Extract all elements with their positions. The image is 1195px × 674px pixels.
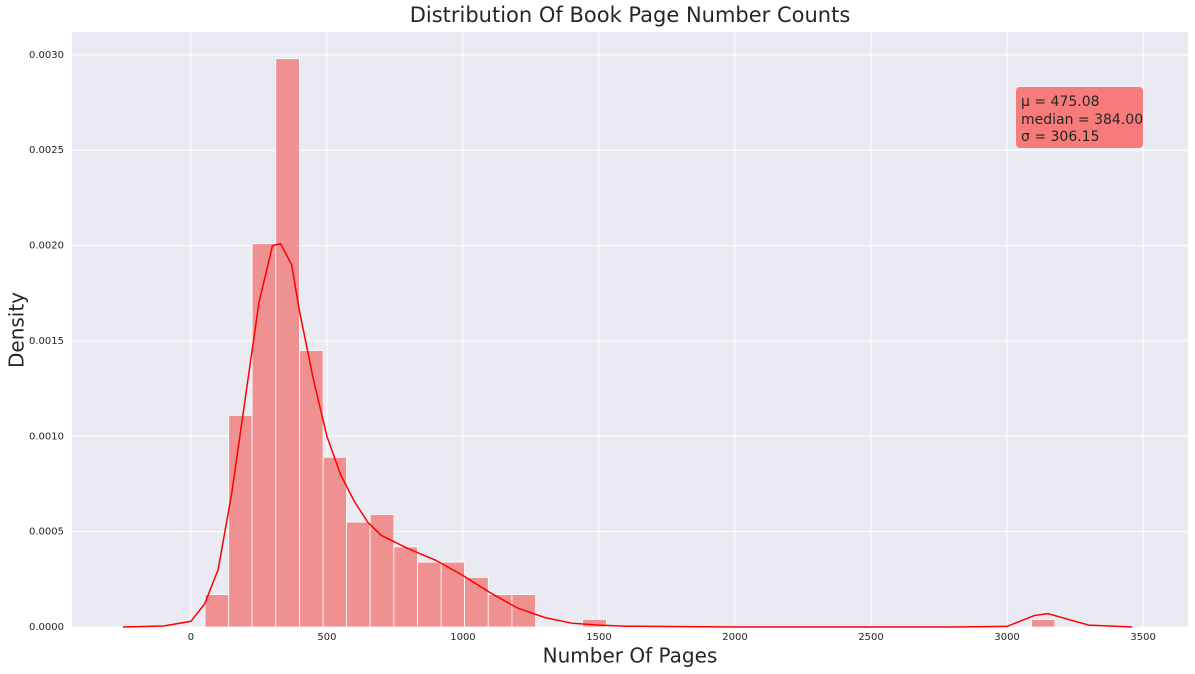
x-axis-label: Number Of Pages <box>543 644 718 668</box>
kde-line <box>122 242 1133 628</box>
x-tick-label: 1500 <box>586 632 611 643</box>
annotation-line: median = 384.00 <box>1021 112 1143 128</box>
y-tick-label: 0.0010 <box>29 431 64 442</box>
histogram-bar <box>582 618 607 628</box>
chart-title: Distribution Of Book Page Number Counts <box>410 3 851 27</box>
histogram-bar <box>440 561 465 628</box>
x-tick-label: 2000 <box>722 632 747 643</box>
y-tick-label: 0.0015 <box>29 336 64 347</box>
y-tick-label: 0.0005 <box>29 527 64 538</box>
histogram-bar <box>346 521 371 628</box>
annotation-line: σ = 306.15 <box>1021 129 1100 145</box>
x-tick-label: 3500 <box>1130 632 1155 643</box>
histogram-bar <box>275 58 300 628</box>
histogram-bar <box>369 514 395 628</box>
histogram-bar <box>228 414 253 628</box>
histogram-bar <box>299 350 324 628</box>
annotation-line: μ = 475.08 <box>1021 94 1100 110</box>
x-tick-label: 3000 <box>994 632 1019 643</box>
x-tick-label: 1000 <box>450 632 475 643</box>
y-tick-label: 0.0000 <box>29 622 64 633</box>
y-tick-label: 0.0020 <box>29 241 64 252</box>
x-tick-label: 0 <box>188 632 194 643</box>
histogram-bar <box>393 546 418 628</box>
x-tick-label: 500 <box>317 632 336 643</box>
histogram-bar <box>322 456 347 628</box>
y-tick-label: 0.0030 <box>29 50 64 61</box>
annotation-box <box>1016 87 1143 148</box>
x-tick-label: 2500 <box>858 632 883 643</box>
histogram-bar <box>417 561 442 628</box>
histogram-bar <box>204 594 230 628</box>
y-axis-label: Density <box>5 292 29 368</box>
histogram-bar <box>487 594 513 628</box>
histogram-bar <box>251 243 277 628</box>
y-tick-label: 0.0025 <box>29 145 64 156</box>
histogram-bar <box>1031 618 1056 628</box>
